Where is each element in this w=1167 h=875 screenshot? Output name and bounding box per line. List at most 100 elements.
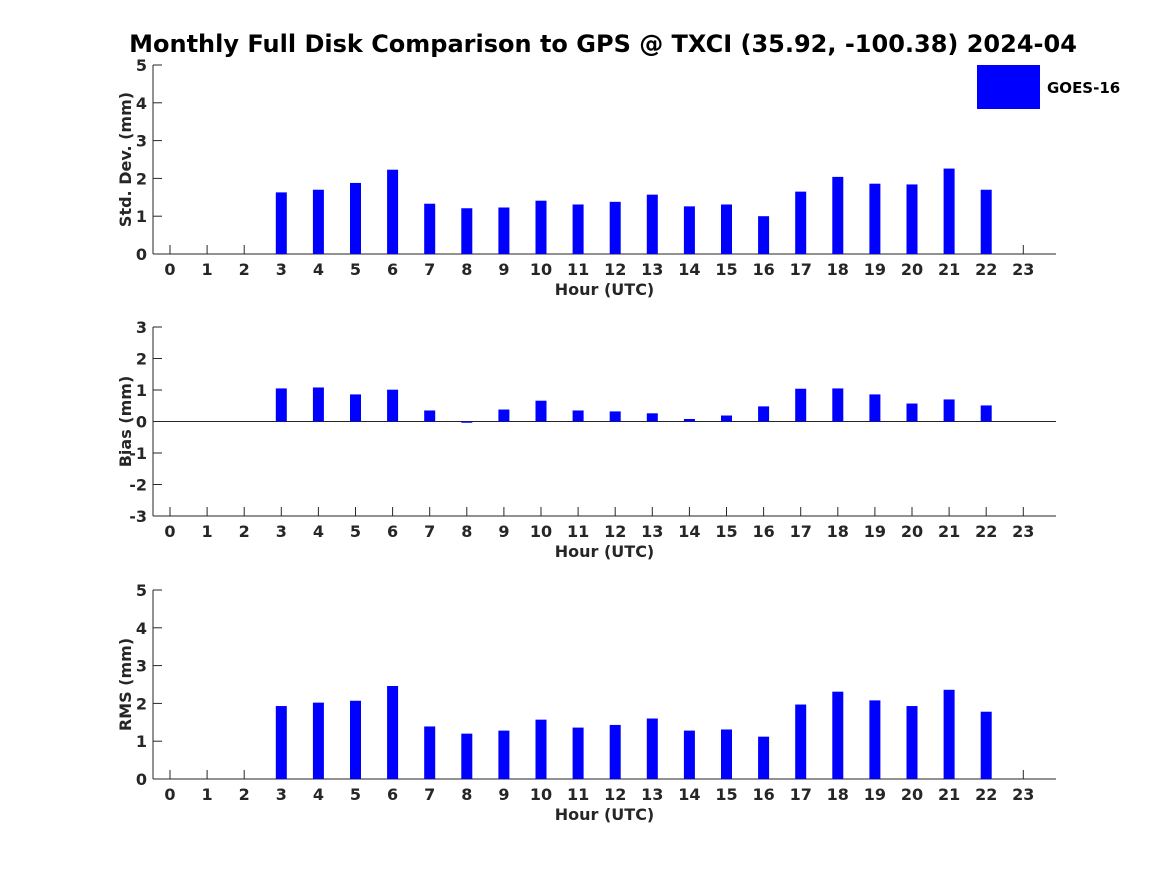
x-tick-label: 7 [424,522,435,541]
bar-hour-22 [980,189,992,254]
bar-hour-16 [758,406,770,422]
legend: GOES-16 [977,65,1120,109]
x-axis-label: Hour (UTC) [555,542,655,561]
x-tick-label: 10 [530,785,552,804]
bar-hour-18 [832,176,844,254]
bar-hour-5 [350,182,361,254]
bar-hour-21 [943,399,955,422]
x-tick-label: 4 [313,260,324,279]
bar-hour-9 [498,730,510,779]
bar-hour-19 [869,394,881,422]
x-tick-label: 11 [567,260,589,279]
y-tick-label: 0 [136,770,147,789]
bar-hour-16 [758,736,770,779]
x-tick-label: 13 [641,522,663,541]
y-tick-label: 2 [136,169,147,188]
bar-hour-5 [350,700,361,779]
bar-hour-8 [461,208,473,254]
x-tick-label: 15 [715,522,737,541]
chart-title: Monthly Full Disk Comparison to GPS @ TX… [129,30,1077,58]
bar-hour-6 [387,389,399,422]
x-tick-label: 1 [202,260,213,279]
x-axis-label: Hour (UTC) [555,280,655,299]
bar-hour-20 [906,403,918,422]
legend-swatch [977,65,1040,109]
x-tick-label: 5 [350,522,361,541]
x-tick-label: 14 [678,522,700,541]
x-tick-label: 7 [424,785,435,804]
x-tick-label: 23 [1012,260,1034,279]
y-tick-label: 5 [136,56,147,75]
x-tick-label: 17 [790,260,812,279]
x-tick-label: 17 [790,785,812,804]
x-tick-label: 3 [276,522,287,541]
y-tick-label: -3 [129,507,147,526]
bar-hour-17 [795,388,807,422]
y-tick-label: 4 [136,619,147,638]
bar-hour-9 [498,409,510,422]
bar-hour-10 [535,200,547,254]
x-tick-label: 10 [530,522,552,541]
bar-hour-14 [683,418,695,422]
bar-hour-3 [275,706,287,779]
x-tick-label: 15 [715,785,737,804]
bar-hour-4 [312,702,324,779]
x-tick-label: 5 [350,260,361,279]
x-tick-label: 16 [752,785,774,804]
x-tick-label: 6 [387,522,398,541]
bar-hour-19 [869,700,881,779]
bar-hour-13 [646,718,658,779]
bar-hour-21 [943,168,955,254]
x-tick-label: 16 [752,522,774,541]
x-tick-label: 20 [901,785,923,804]
x-tick-label: 19 [864,785,886,804]
bar-hour-12 [609,411,621,422]
x-tick-label: 3 [276,260,287,279]
x-tick-label: 15 [715,260,737,279]
x-tick-label: 18 [827,260,849,279]
x-tick-label: 13 [641,785,663,804]
bar-hour-18 [832,388,844,422]
bar-hour-13 [646,194,658,254]
bar-hour-11 [572,204,584,254]
x-tick-label: 16 [752,260,774,279]
bar-hour-8 [461,421,473,423]
x-tick-label: 22 [975,522,997,541]
x-tick-label: 11 [567,785,589,804]
bar-hour-15 [721,415,732,422]
bar-hour-6 [387,686,399,779]
x-tick-label: 23 [1012,785,1034,804]
x-tick-label: 8 [461,785,472,804]
bar-hour-22 [980,711,992,779]
bar-hour-15 [721,729,732,779]
y-tick-label: 0 [136,245,147,264]
bar-hour-6 [387,169,399,254]
bar-hour-10 [535,400,547,422]
y-tick-label: 3 [136,657,147,676]
x-tick-label: 12 [604,522,626,541]
x-tick-label: 17 [790,522,812,541]
x-tick-label: 21 [938,522,960,541]
y-axis-label: Bias (mm) [116,376,135,468]
bar-hour-4 [312,189,324,254]
x-tick-label: 4 [313,522,324,541]
y-tick-label: 3 [136,132,147,151]
y-tick-label: 2 [136,350,147,369]
x-tick-label: 18 [827,785,849,804]
bar-hour-22 [980,405,992,422]
x-tick-label: 0 [164,260,175,279]
x-tick-label: 10 [530,260,552,279]
x-tick-label: 4 [313,785,324,804]
x-tick-label: 8 [461,522,472,541]
bar-hour-18 [832,691,844,779]
x-tick-label: 0 [164,785,175,804]
x-tick-label: 3 [276,785,287,804]
bar-hour-14 [683,730,695,779]
y-tick-label: 1 [136,207,147,226]
y-tick-label: 4 [136,94,147,113]
x-tick-label: 22 [975,785,997,804]
x-tick-label: 12 [604,260,626,279]
y-tick-label: 1 [136,381,147,400]
bar-hour-12 [609,724,621,779]
